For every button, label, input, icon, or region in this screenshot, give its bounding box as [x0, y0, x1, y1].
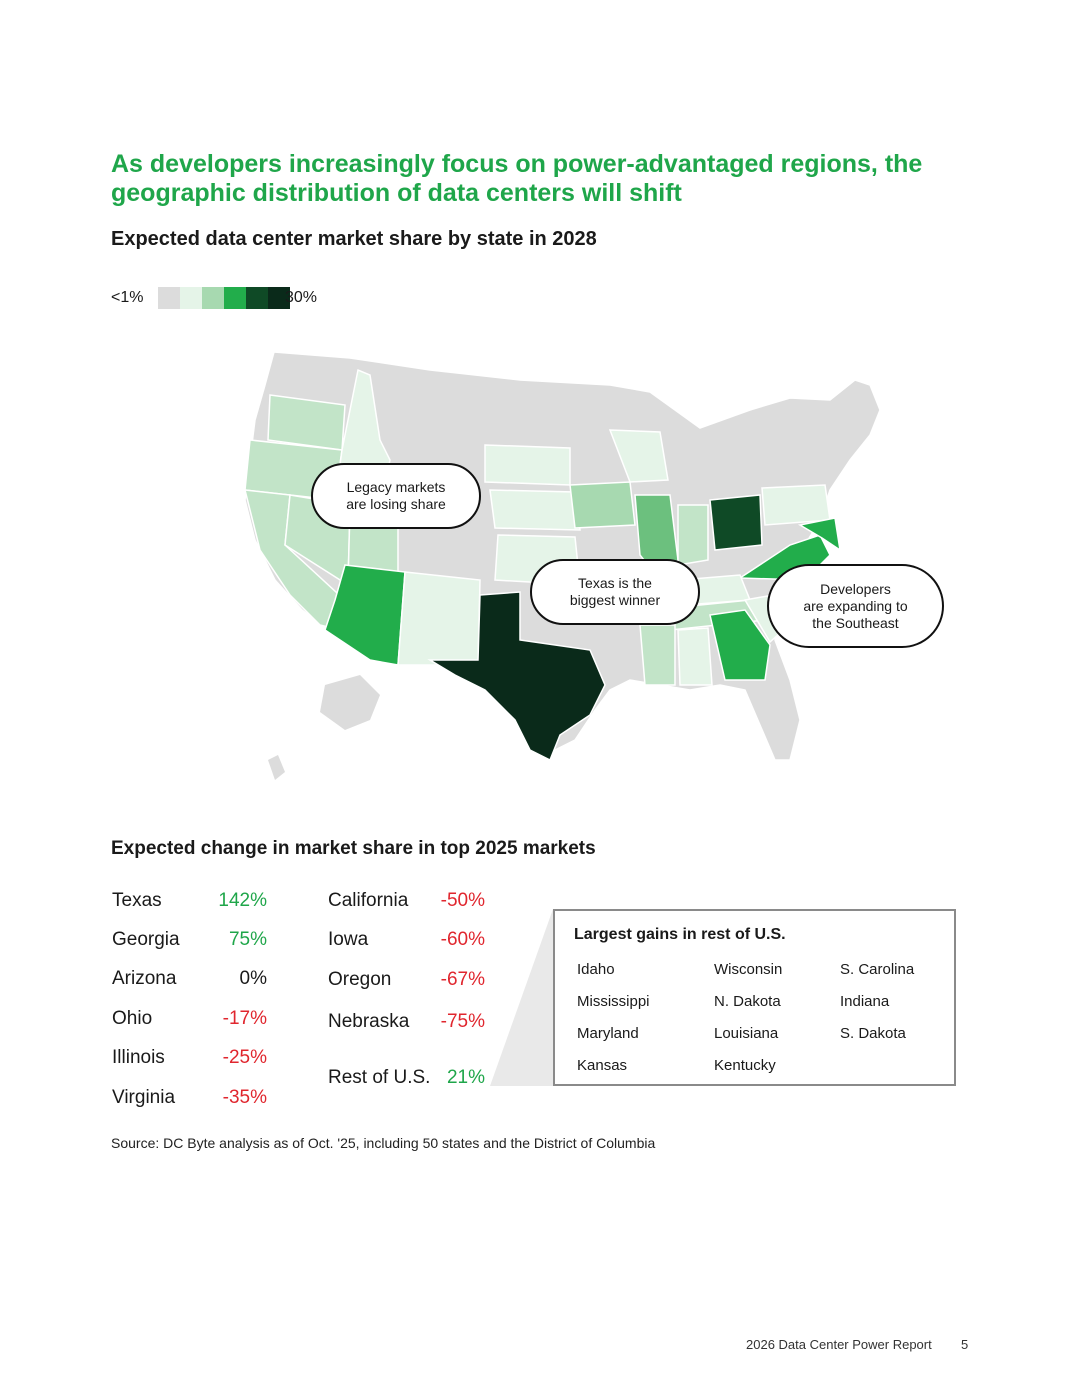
hawaii-shape: [268, 755, 285, 780]
state-pennsylvania: [761, 484, 831, 526]
state-nebraska: [489, 489, 581, 531]
state-georgia: [709, 609, 771, 681]
market-name: Nebraska: [328, 1011, 410, 1032]
gains-item: Maryland: [577, 1025, 639, 1042]
market-name: Iowa: [328, 929, 369, 950]
legend-high-label: 30%: [285, 289, 318, 306]
gains-item: Kansas: [577, 1057, 628, 1074]
legend-swatch: [158, 287, 180, 309]
state-new-mexico: [397, 571, 481, 666]
gains-item: Idaho: [577, 961, 615, 978]
gains-item: Kentucky: [714, 1057, 776, 1074]
gains-item: S. Carolina: [840, 961, 915, 978]
market-change: -17%: [222, 1008, 267, 1029]
source-note: Source: DC Byte analysis as of Oct. '25,…: [111, 1135, 656, 1151]
market-name: Virginia: [112, 1087, 176, 1108]
state-south-dakota: [484, 444, 571, 486]
legend-scale: [158, 287, 290, 309]
state-iowa: [569, 481, 636, 529]
callout-texas: Texas is the biggest winner: [530, 559, 700, 625]
legend-swatch: [202, 287, 224, 309]
rest-change: 21%: [446, 1067, 485, 1088]
gains-item: Indiana: [840, 993, 890, 1010]
footer-report-name: 2026 Data Center Power Report: [746, 1337, 932, 1352]
alaska-shape: [320, 675, 380, 730]
state-texas: [427, 591, 606, 762]
market-name: Oregon: [328, 969, 392, 990]
market-change: -75%: [440, 1011, 485, 1032]
state-washington: [267, 394, 346, 451]
gains-connector: [490, 909, 553, 1086]
change-title: Expected change in market share in top 2…: [111, 838, 596, 859]
market-change: -35%: [222, 1087, 267, 1108]
callout-legacy-markets: Legacy markets are losing share: [311, 463, 481, 529]
market-name: Arizona: [112, 968, 177, 989]
state-mississippi: [639, 624, 676, 686]
market-name: Illinois: [112, 1047, 165, 1068]
rest-name: Rest of U.S.: [328, 1067, 431, 1088]
legend-swatch: [180, 287, 202, 309]
callout-line: the Southeast: [812, 614, 899, 631]
map-title: Expected data center market share by sta…: [111, 228, 597, 250]
headline: As developers increasingly focus on powe…: [111, 150, 923, 207]
state-ohio: [709, 494, 763, 551]
callout-line: are losing share: [346, 496, 446, 512]
market-change: 142%: [218, 890, 267, 911]
gains-item: Wisconsin: [714, 961, 783, 978]
state-indiana: [677, 504, 709, 566]
gains-item: N. Dakota: [714, 993, 781, 1010]
callout-line: Texas is the: [578, 575, 652, 591]
callout-line: Developers: [820, 580, 891, 597]
market-name: Texas: [112, 890, 162, 911]
legend-low-label: <1%: [111, 289, 144, 306]
state-wisconsin: [608, 429, 669, 483]
page-number: 5: [961, 1337, 969, 1352]
gains-item: S. Dakota: [840, 1025, 906, 1042]
gains-box: Largest gains in rest of U.S. Idaho Missi…: [553, 909, 956, 1086]
market-name: California: [328, 890, 409, 911]
market-change: -25%: [222, 1047, 267, 1068]
us-map: [244, 351, 881, 780]
market-change: -50%: [440, 890, 485, 911]
legend-swatch: [268, 287, 290, 309]
legend-swatch: [246, 287, 268, 309]
gains-item: Mississippi: [577, 993, 650, 1010]
market-change: 0%: [239, 968, 267, 989]
market-name: Georgia: [112, 929, 180, 950]
callout-line: Legacy markets: [346, 479, 446, 495]
gains-title: Largest gains in rest of U.S.: [574, 926, 786, 943]
market-change: -60%: [440, 929, 485, 950]
market-change: -67%: [440, 969, 485, 990]
legend-swatch: [224, 287, 246, 309]
callout-line: biggest winner: [569, 592, 661, 608]
gains-item: Louisiana: [714, 1025, 779, 1042]
market-change: 75%: [228, 929, 267, 950]
state-maryland: [797, 517, 842, 552]
market-name: Ohio: [112, 1008, 153, 1029]
callout-line: are expanding to: [803, 597, 908, 614]
callout-southeast: Developers are expanding to the Southeas…: [767, 564, 944, 648]
state-alabama: [677, 627, 713, 686]
